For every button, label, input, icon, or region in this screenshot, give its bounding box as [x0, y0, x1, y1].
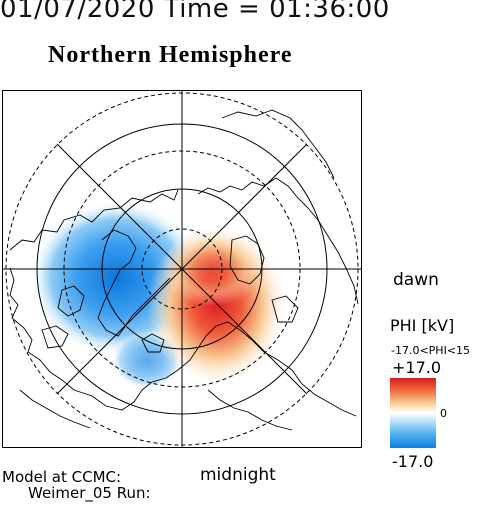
- coastlines: [9, 109, 359, 431]
- midnight-label: midnight: [200, 465, 276, 485]
- run-credit: Weimer_05 Run:: [28, 484, 151, 502]
- colorbar-min-label: -17.0: [392, 452, 434, 471]
- colorbar-range: -17.0<PHI<15: [391, 344, 471, 357]
- model-credit: Model at CCMC:: [2, 468, 122, 486]
- colorbar: [390, 378, 436, 448]
- colorbar-zero-label: 0: [440, 407, 447, 420]
- polar-map: [2, 90, 362, 448]
- positive-cell-halo: [162, 230, 262, 306]
- dawn-label: dawn: [393, 270, 439, 290]
- meridian-diagonal-2: [56, 143, 308, 395]
- colorbar-title: PHI [kV]: [390, 316, 455, 335]
- map-title: Northern Hemisphere: [48, 42, 293, 68]
- colorbar-max-label: +17.0: [392, 358, 442, 377]
- map-frame: [2, 90, 362, 448]
- datetime-header: 01/07/2020 Time = 01:36:00: [0, 0, 390, 24]
